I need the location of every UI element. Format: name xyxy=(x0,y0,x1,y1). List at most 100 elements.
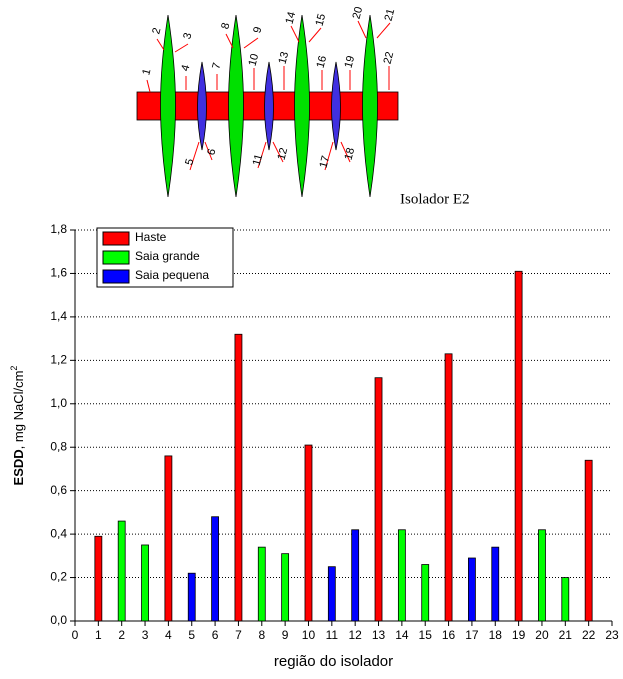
x-tick-label: 9 xyxy=(282,628,289,642)
y-tick-label: 0,4 xyxy=(50,526,67,540)
x-tick-label: 23 xyxy=(605,628,619,642)
bar xyxy=(258,547,265,621)
diagram-label: 10 xyxy=(247,53,262,68)
x-axis-label: região do isolador xyxy=(274,653,393,670)
y-tick-label: 0,0 xyxy=(50,613,67,627)
diagram-label: 15 xyxy=(314,13,329,28)
y-axis-label-part: ESDD xyxy=(11,449,26,485)
x-tick-label: 21 xyxy=(559,628,573,642)
diagram-label: 12 xyxy=(276,147,291,162)
small-shed xyxy=(198,62,207,150)
y-axis-label-part: , mg NaCl/cm xyxy=(11,371,26,450)
x-tick-label: 22 xyxy=(582,628,596,642)
bar xyxy=(468,558,475,621)
diagram-label: 20 xyxy=(351,6,366,21)
bar xyxy=(305,445,312,621)
label-arrow xyxy=(157,39,164,50)
diagram-label: 2 xyxy=(150,26,163,35)
diagram-label: 19 xyxy=(343,55,358,70)
x-tick-label: 17 xyxy=(465,628,479,642)
x-tick-label: 10 xyxy=(302,628,316,642)
x-tick-label: 13 xyxy=(372,628,386,642)
diagram-label: 7 xyxy=(210,61,223,70)
label-arrow xyxy=(291,26,299,42)
x-tick-label: 4 xyxy=(165,628,172,642)
legend-swatch xyxy=(103,251,129,264)
large-shed xyxy=(161,15,176,197)
legend-label: Saia pequena xyxy=(135,268,209,282)
diagram-label: 14 xyxy=(284,11,299,26)
insulator-diagram: Isolador E2 xyxy=(137,15,470,207)
label-arrow xyxy=(377,23,390,38)
x-tick-label: 12 xyxy=(348,628,362,642)
diagram-label: 9 xyxy=(251,25,264,34)
y-tick-label: 0,6 xyxy=(50,483,67,497)
bar xyxy=(398,530,405,621)
bar xyxy=(562,578,569,621)
x-tick-label: 0 xyxy=(72,628,79,642)
bar xyxy=(352,530,359,621)
y-axis-label: ESDD, mg NaCl/cm2 xyxy=(9,366,26,486)
bar xyxy=(445,354,452,621)
diagram-label: 18 xyxy=(343,147,358,162)
bar xyxy=(515,271,522,621)
bar xyxy=(118,521,125,621)
y-tick-label: 0,2 xyxy=(50,570,67,584)
y-axis-label-part: 2 xyxy=(9,366,19,371)
bar xyxy=(282,554,289,621)
diagram-label: 5 xyxy=(183,157,196,166)
x-tick-label: 8 xyxy=(258,628,265,642)
x-tick-label: 2 xyxy=(118,628,125,642)
diagram-label: 6 xyxy=(205,147,218,156)
bar xyxy=(188,573,195,621)
x-tick-label: 6 xyxy=(212,628,219,642)
large-shed xyxy=(295,15,310,197)
x-tick-label: 1 xyxy=(95,628,102,642)
diagram-label: 3 xyxy=(181,31,194,40)
legend-label: Saia grande xyxy=(135,249,200,263)
diagram-label: 22 xyxy=(382,51,397,66)
label-arrow xyxy=(175,44,188,52)
legend-label: Haste xyxy=(135,230,167,244)
small-shed xyxy=(265,62,274,150)
diagram-label: 4 xyxy=(179,63,192,72)
y-tick-label: 1,4 xyxy=(50,309,67,323)
diagram-label: 21 xyxy=(383,8,398,23)
label-arrow xyxy=(358,21,366,38)
diagram-caption: Isolador E2 xyxy=(400,191,470,207)
legend-swatch xyxy=(103,232,129,245)
x-tick-label: 14 xyxy=(395,628,409,642)
diagram-label: 17 xyxy=(318,155,333,170)
bar xyxy=(235,334,242,621)
bar xyxy=(328,567,335,621)
x-tick-label: 3 xyxy=(142,628,149,642)
y-tick-label: 0,8 xyxy=(50,439,67,453)
x-tick-label: 7 xyxy=(235,628,242,642)
y-tick-label: 1,6 xyxy=(50,266,67,280)
bar xyxy=(212,517,219,621)
small-shed xyxy=(332,62,341,150)
bar xyxy=(538,530,545,621)
x-tick-label: 16 xyxy=(442,628,456,642)
bar xyxy=(492,547,499,621)
page: Isolador E2 1234567891011121314151617181… xyxy=(0,0,623,674)
bar xyxy=(585,460,592,621)
bar xyxy=(165,456,172,621)
diagram-label: 1 xyxy=(140,67,153,76)
bar xyxy=(142,545,149,621)
large-shed xyxy=(229,15,244,197)
diagram-label: 16 xyxy=(315,55,330,70)
y-tick-label: 1,2 xyxy=(50,353,67,367)
x-tick-label: 15 xyxy=(419,628,433,642)
y-tick-label: 1,8 xyxy=(50,222,67,236)
label-arrow xyxy=(147,80,150,92)
x-tick-label: 19 xyxy=(512,628,526,642)
large-shed xyxy=(363,15,378,197)
bar xyxy=(375,378,382,621)
diagram-label: 11 xyxy=(251,153,266,167)
x-tick-label: 5 xyxy=(188,628,195,642)
y-tick-label: 1,0 xyxy=(50,396,67,410)
label-arrow xyxy=(244,38,258,48)
bar xyxy=(422,565,429,621)
